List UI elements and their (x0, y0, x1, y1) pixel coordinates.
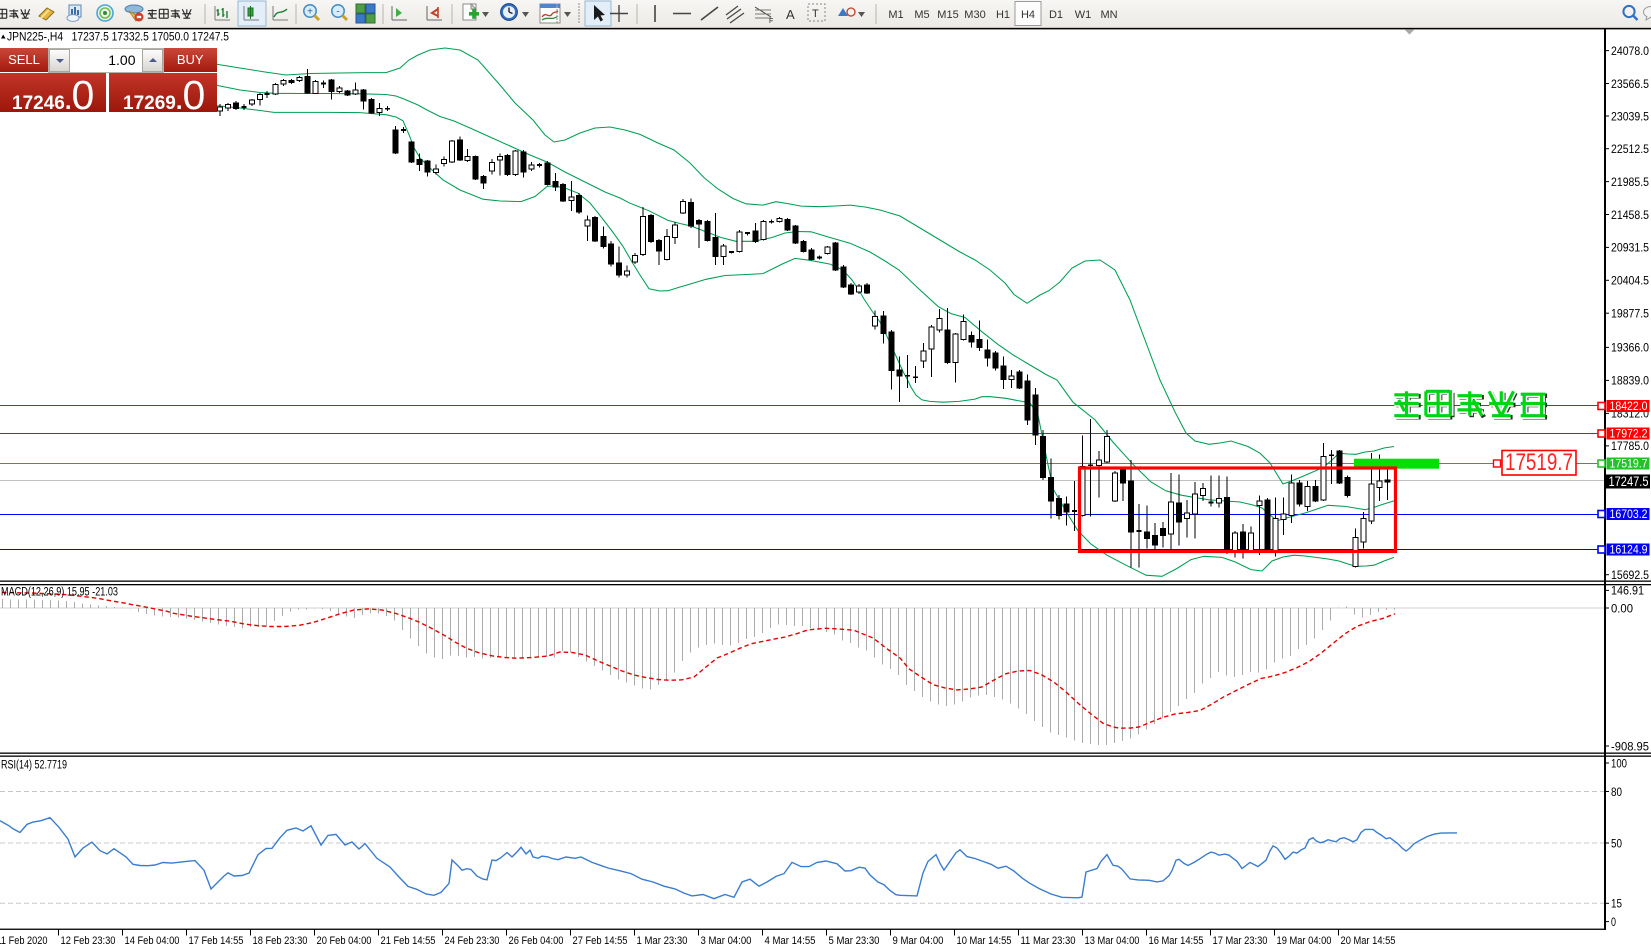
svg-text:100: 100 (1611, 756, 1627, 770)
svg-text:17519.7: 17519.7 (1610, 457, 1648, 471)
svg-text:22512.5: 22512.5 (1611, 142, 1649, 156)
svg-text:-908.95: -908.95 (1611, 739, 1649, 753)
svg-text:20931.5: 20931.5 (1611, 241, 1649, 255)
svg-text:18422.0: 18422.0 (1610, 399, 1648, 413)
svg-text:15692.5: 15692.5 (1611, 568, 1649, 582)
svg-text:19366.0: 19366.0 (1611, 341, 1649, 355)
svg-text:26 Feb 04:00: 26 Feb 04:00 (509, 935, 564, 947)
svg-text:146.91: 146.91 (1611, 584, 1644, 598)
svg-text:20 Feb 04:00: 20 Feb 04:00 (317, 935, 372, 947)
svg-text:W1: W1 (1075, 9, 1092, 21)
svg-text:0: 0 (1611, 915, 1616, 929)
svg-text:H4: H4 (1021, 9, 1035, 21)
svg-text:T: T (812, 8, 819, 20)
svg-text:M5: M5 (914, 9, 929, 21)
svg-text:17785.0: 17785.0 (1611, 439, 1649, 453)
svg-text:9 Mar 04:00: 9 Mar 04:00 (893, 935, 944, 947)
svg-text:21985.5: 21985.5 (1611, 175, 1649, 189)
svg-text:F: F (769, 18, 773, 25)
svg-text:12 Feb 23:30: 12 Feb 23:30 (61, 935, 116, 947)
svg-text:18839.0: 18839.0 (1611, 374, 1649, 388)
svg-text:M15: M15 (937, 9, 958, 21)
svg-text:MN: MN (1100, 9, 1117, 21)
svg-text:H1: H1 (996, 9, 1010, 21)
svg-text:24078.0: 24078.0 (1611, 44, 1649, 58)
svg-text:11 Feb 2020: 11 Feb 2020 (0, 935, 48, 947)
svg-text:M1: M1 (888, 9, 903, 21)
svg-text:23039.5: 23039.5 (1611, 109, 1649, 123)
svg-text:M30: M30 (964, 9, 985, 21)
svg-text:5 Mar 23:30: 5 Mar 23:30 (829, 935, 880, 947)
svg-text:MACD(12,26,9) 15.95 -21.03: MACD(12,26,9) 15.95 -21.03 (1, 587, 118, 599)
svg-text:10 Mar 14:55: 10 Mar 14:55 (957, 935, 1012, 947)
svg-text:21458.5: 21458.5 (1611, 208, 1649, 222)
svg-text:1 Mar 23:30: 1 Mar 23:30 (637, 935, 688, 947)
svg-text:RSI(14) 52.7719: RSI(14) 52.7719 (1, 760, 67, 772)
svg-text:A: A (786, 7, 795, 22)
svg-text:27 Feb 14:55: 27 Feb 14:55 (573, 935, 628, 947)
svg-text:17247.5: 17247.5 (1609, 474, 1649, 489)
svg-text:16124.9: 16124.9 (1610, 543, 1648, 557)
svg-text:50: 50 (1611, 836, 1622, 850)
svg-text:14 Feb 04:00: 14 Feb 04:00 (125, 935, 180, 947)
svg-text:15: 15 (1611, 897, 1622, 911)
svg-text:20404.5: 20404.5 (1611, 274, 1649, 288)
svg-text:17972.2: 17972.2 (1610, 427, 1648, 441)
svg-text:19 Mar 04:00: 19 Mar 04:00 (1277, 935, 1332, 947)
svg-text:11 Mar 23:30: 11 Mar 23:30 (1021, 935, 1076, 947)
svg-text:17 Mar 23:30: 17 Mar 23:30 (1213, 935, 1268, 947)
svg-text:3 Mar 04:00: 3 Mar 04:00 (701, 935, 752, 947)
svg-text:D1: D1 (1049, 9, 1063, 21)
svg-text:4 Mar 14:55: 4 Mar 14:55 (765, 935, 816, 947)
svg-text:23566.5: 23566.5 (1611, 77, 1649, 91)
svg-text:80: 80 (1611, 785, 1622, 799)
svg-text:+: + (307, 7, 313, 18)
svg-text:21 Feb 14:55: 21 Feb 14:55 (381, 935, 436, 947)
svg-text:-: - (336, 7, 339, 18)
svg-text:13 Mar 04:00: 13 Mar 04:00 (1085, 935, 1140, 947)
svg-text:19877.5: 19877.5 (1611, 307, 1649, 321)
svg-text:17 Feb 14:55: 17 Feb 14:55 (189, 935, 244, 947)
svg-text:17519.7: 17519.7 (1505, 449, 1573, 476)
svg-text:18 Feb 23:30: 18 Feb 23:30 (253, 935, 308, 947)
svg-text:0.00: 0.00 (1611, 601, 1633, 615)
svg-text:20 Mar 14:55: 20 Mar 14:55 (1341, 935, 1396, 947)
svg-text:24 Feb 23:30: 24 Feb 23:30 (445, 935, 500, 947)
svg-text:16703.2: 16703.2 (1610, 507, 1648, 521)
svg-text:16 Mar 14:55: 16 Mar 14:55 (1149, 935, 1204, 947)
svg-text:JPN225-,H4 17237.5 17332.5 1: JPN225-,H4 17237.5 17332.5 17050.0 17247… (7, 32, 229, 44)
